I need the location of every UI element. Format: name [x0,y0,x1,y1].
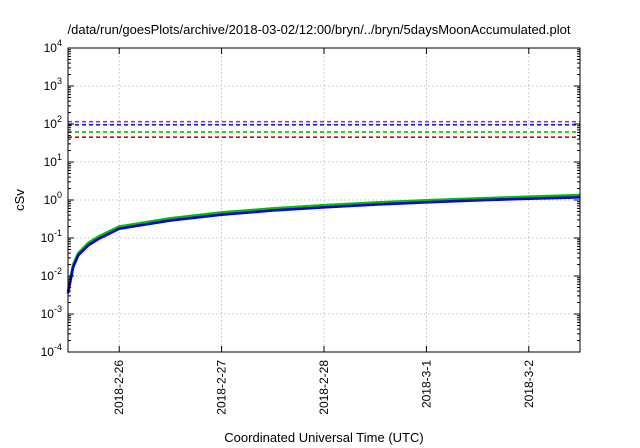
y-tick-label: 10-3 [41,304,62,321]
x-tick-label: 2018-3-1 [419,360,433,408]
threshold-lines [68,120,580,138]
x-tick-label: 2018-2-28 [317,360,331,415]
y-tick-labels: 10-4 10-3 10-2 10-1 100 101 102 103 104 [41,38,62,359]
series-line [66,193,581,292]
y-tick-label: 10-4 [41,342,62,359]
chart-title: /data/run/goesPlots/archive/2018-03-02/1… [68,22,571,37]
axis-ticks [68,47,580,353]
y-tick-label: 10-1 [41,228,62,245]
series-line [66,195,581,294]
y-tick-label: 101 [44,152,62,169]
y-tick-label: 103 [44,76,62,93]
y-axis-label: cSv [12,189,27,211]
data-series [66,193,581,294]
y-tick-label: 100 [44,190,62,207]
y-tick-label: 10-2 [41,266,62,283]
x-tick-label: 2018-2-27 [215,360,229,415]
x-tick-label: 2018-2-26 [112,360,126,415]
grid-lines [68,48,580,352]
y-tick-label: 104 [44,38,62,55]
x-tick-label: 2018-3-2 [522,360,536,408]
y-tick-label: 102 [44,114,62,131]
x-tick-labels: 2018-2-26 2018-2-27 2018-2-28 2018-3-1 2018-… [112,360,536,415]
x-axis-label: Coordinated Universal Time (UTC) [224,430,423,445]
